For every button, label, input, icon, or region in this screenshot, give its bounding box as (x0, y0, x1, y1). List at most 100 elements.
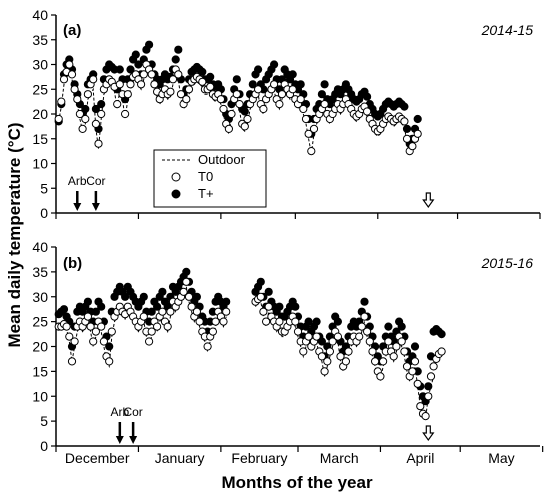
tplus-point (83, 297, 93, 306)
t0-point (219, 104, 228, 114)
y-tick-label: 0 (40, 438, 48, 454)
tplus-point (413, 114, 422, 124)
t0-point (360, 312, 369, 321)
y-tick-label: 35 (32, 264, 48, 280)
tplus-point (97, 100, 106, 109)
tplus-point (400, 102, 409, 111)
t0-point (389, 352, 398, 361)
t0-point (376, 372, 385, 381)
y-tick-label: 40 (32, 7, 48, 23)
t0-point (320, 100, 329, 109)
t0-point (174, 70, 183, 79)
tplus-point (91, 104, 101, 114)
tplus-point (131, 50, 140, 59)
y-axis-label: Mean daily temperature (°C) (5, 122, 24, 347)
t0-point (89, 337, 98, 346)
tplus-point (139, 292, 148, 301)
legend-t0-label: T0 (198, 169, 213, 184)
t0-point (262, 317, 271, 326)
y-tick-label: 25 (32, 314, 48, 330)
x-axis-label: Months of the year (221, 473, 373, 492)
tplus-point (402, 124, 412, 133)
t0-point (203, 342, 212, 351)
t0-point (259, 104, 268, 114)
t0-point (288, 85, 297, 94)
t0-point (357, 322, 366, 331)
t0-point (304, 129, 313, 138)
t0-point (211, 317, 220, 326)
tplus-point (134, 60, 143, 69)
month-labels: December January February March April May (65, 450, 515, 466)
t0-point (182, 277, 191, 286)
t0-point (293, 327, 303, 336)
annotation-arrowhead (115, 436, 124, 444)
month-label: May (488, 450, 514, 466)
tplus-point (222, 297, 231, 306)
t0-point (312, 332, 321, 341)
tplus-point (248, 80, 257, 89)
annotation-label: Arb (68, 174, 87, 188)
t0-point (57, 97, 66, 106)
t0-point (299, 104, 308, 114)
t0-point (437, 347, 446, 356)
t0-point (379, 357, 388, 366)
tplus-point (312, 317, 321, 326)
tplus-point (360, 297, 369, 306)
tplus-point (254, 65, 263, 74)
annotation-label: Cor (86, 174, 105, 188)
t0-point (336, 352, 345, 361)
tplus-point (296, 80, 305, 89)
t0-point (94, 139, 103, 148)
t0-point (299, 347, 308, 356)
tplus-point (206, 72, 215, 82)
t0-point (402, 362, 412, 371)
tplus-point (153, 302, 162, 311)
tplus-point (97, 302, 106, 311)
t0-point (179, 287, 188, 296)
y-tick-label: 10 (32, 388, 48, 404)
t0-point (198, 77, 207, 86)
t0-point (65, 60, 74, 69)
t0-point (166, 87, 175, 96)
t0-point (67, 70, 77, 79)
t0-point (145, 337, 154, 346)
t0-point (355, 332, 364, 341)
t0-point (150, 80, 159, 89)
t0-point (328, 337, 337, 346)
tplus-point (264, 287, 273, 296)
t0-point (224, 124, 233, 133)
t0-point (397, 337, 406, 346)
panel-b-label: (b) (63, 255, 82, 272)
t0-point (153, 322, 162, 331)
t0-point (137, 80, 146, 89)
t0-point (59, 75, 69, 84)
t0-point (413, 379, 422, 388)
t0-point (123, 90, 132, 99)
open-arrow-marker (422, 425, 435, 442)
t0-point (344, 347, 353, 356)
t0-point (113, 100, 122, 109)
t0-point (89, 75, 98, 84)
t0-point (216, 95, 225, 104)
tplus-point (437, 330, 446, 339)
panel-b-series (54, 267, 446, 421)
legend: Outdoor T0 T+ (153, 149, 267, 208)
tplus-point (126, 65, 135, 74)
t0-point (86, 322, 95, 331)
tplus-point (384, 322, 393, 331)
t0-point (166, 307, 175, 316)
tplus-point (174, 45, 183, 54)
tplus-point (410, 342, 420, 351)
tplus-point (333, 317, 342, 326)
tplus-point (158, 287, 167, 296)
open-arrow-marker (422, 192, 435, 209)
t0-point (227, 109, 236, 119)
annotation-label: Arb (110, 405, 129, 419)
tplus-point (256, 277, 265, 286)
t0-point (333, 332, 342, 341)
y-tick-label: 35 (32, 32, 48, 48)
t0-point (65, 332, 74, 341)
t0-point (277, 90, 287, 99)
legend-tplus-swatch (171, 189, 181, 199)
y-tick-label: 10 (32, 156, 48, 172)
